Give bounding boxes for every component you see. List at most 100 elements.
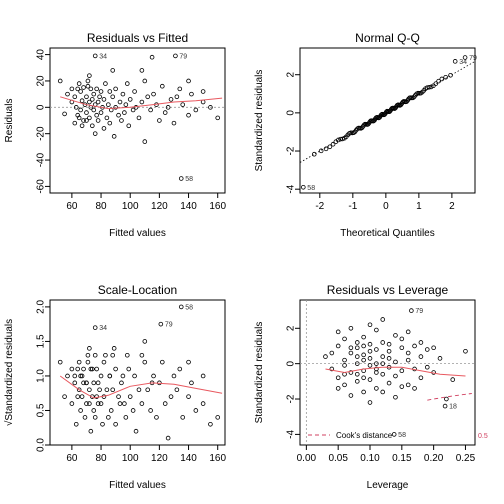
y-tick-label: 2.0 bbox=[36, 300, 47, 314]
data-point bbox=[92, 53, 98, 59]
y-tick-label: 0 bbox=[36, 104, 47, 110]
data-point bbox=[133, 428, 139, 434]
data-point bbox=[439, 76, 445, 82]
data-point bbox=[193, 107, 199, 113]
x-axis-label: Theoretical Quantiles bbox=[340, 228, 435, 239]
data-point bbox=[442, 403, 448, 409]
data-point bbox=[418, 375, 424, 381]
data-point bbox=[84, 118, 89, 123]
point-label: 79 bbox=[415, 308, 423, 315]
data-point bbox=[361, 375, 366, 381]
data-point bbox=[301, 184, 306, 190]
data-point bbox=[116, 112, 121, 118]
data-point bbox=[79, 98, 85, 104]
x-axis-label: Leverage bbox=[367, 480, 409, 491]
data-point bbox=[329, 366, 335, 372]
data-point bbox=[361, 357, 366, 363]
data-point bbox=[76, 359, 82, 365]
data-point bbox=[200, 89, 206, 94]
x-tick-label: 60 bbox=[66, 201, 78, 212]
data-point bbox=[443, 74, 448, 80]
data-point bbox=[85, 359, 91, 365]
data-point bbox=[189, 380, 194, 386]
data-point bbox=[106, 102, 111, 107]
data-point bbox=[145, 387, 151, 393]
point-label: 79 bbox=[179, 53, 187, 60]
data-point bbox=[106, 415, 111, 420]
data-point bbox=[463, 348, 468, 354]
data-point bbox=[107, 373, 113, 379]
data-point bbox=[452, 59, 458, 64]
plot-frame bbox=[49, 47, 226, 194]
data-point bbox=[78, 373, 83, 379]
data-point bbox=[120, 91, 126, 97]
data-point bbox=[79, 373, 85, 379]
data-point bbox=[165, 105, 171, 110]
data-point bbox=[418, 340, 424, 345]
data-point bbox=[393, 394, 398, 400]
data-point bbox=[409, 308, 414, 313]
data-point bbox=[354, 371, 360, 377]
data-point bbox=[87, 401, 92, 406]
data-point bbox=[132, 89, 137, 94]
data-point bbox=[89, 123, 95, 129]
data-point bbox=[171, 373, 177, 379]
data-point bbox=[142, 359, 148, 365]
data-point bbox=[311, 151, 317, 157]
data-point bbox=[380, 340, 386, 345]
x-tick-label: 0.05 bbox=[328, 453, 348, 464]
data-point bbox=[354, 345, 360, 351]
data-point bbox=[393, 373, 398, 379]
x-tick-label: 160 bbox=[209, 201, 226, 212]
y-tick-label: -40 bbox=[36, 152, 47, 167]
data-point bbox=[412, 343, 417, 349]
data-point bbox=[405, 382, 411, 388]
data-point bbox=[186, 359, 191, 365]
data-point bbox=[139, 352, 145, 358]
data-point bbox=[177, 366, 183, 372]
y-tick-label: 0 bbox=[286, 110, 297, 116]
point-label: 34 bbox=[459, 59, 467, 66]
data-point bbox=[157, 118, 162, 123]
data-point bbox=[87, 73, 92, 78]
data-point bbox=[149, 54, 155, 60]
y-tick-label: 1.5 bbox=[36, 334, 47, 348]
y-axis-label: Standardized residuals bbox=[254, 322, 265, 424]
data-point bbox=[130, 408, 136, 413]
data-point bbox=[145, 94, 151, 100]
x-tick-label: 0.00 bbox=[297, 453, 317, 464]
data-point bbox=[405, 350, 411, 356]
qq-reference-line bbox=[300, 61, 475, 163]
data-point bbox=[65, 373, 70, 379]
data-point bbox=[139, 68, 145, 73]
data-point bbox=[84, 380, 89, 386]
data-point bbox=[97, 387, 102, 393]
data-point bbox=[87, 346, 92, 351]
x-tick-label: 60 bbox=[66, 453, 78, 464]
data-point bbox=[81, 380, 86, 386]
x-tick-label: 140 bbox=[180, 201, 197, 212]
data-point bbox=[104, 387, 110, 393]
data-point bbox=[399, 345, 405, 351]
data-point bbox=[87, 99, 92, 105]
x-axis-label: Fitted values bbox=[109, 228, 166, 239]
legend-label: Cook's distance bbox=[336, 431, 393, 440]
data-point bbox=[208, 421, 213, 427]
data-point bbox=[386, 348, 392, 354]
data-point bbox=[116, 394, 121, 399]
cooks-distance-label: 0.5 bbox=[478, 433, 488, 440]
data-point bbox=[57, 359, 63, 365]
data-point bbox=[78, 107, 83, 113]
data-point bbox=[361, 343, 366, 349]
data-point bbox=[431, 345, 436, 351]
data-point bbox=[101, 97, 107, 102]
data-point bbox=[119, 380, 124, 386]
data-point bbox=[178, 176, 184, 181]
data-point bbox=[173, 53, 178, 59]
data-point bbox=[117, 99, 123, 105]
data-point bbox=[380, 317, 386, 322]
x-tick-label: -2 bbox=[315, 201, 324, 212]
y-tick-label: -60 bbox=[36, 179, 47, 194]
x-tick-label: 80 bbox=[95, 201, 107, 212]
data-point bbox=[94, 112, 99, 118]
